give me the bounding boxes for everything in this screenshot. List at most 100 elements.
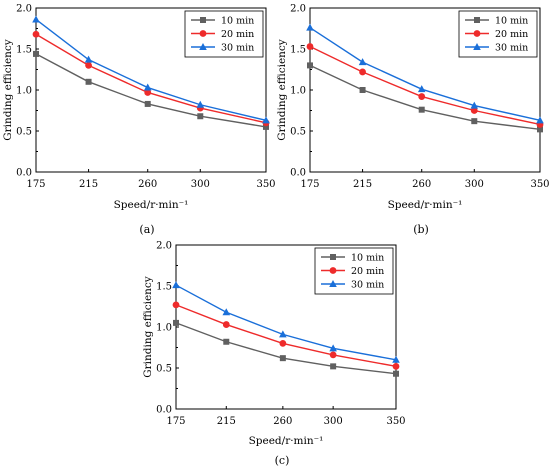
legend-entry: 30 min — [221, 43, 254, 54]
data-point — [393, 370, 399, 377]
legend-entry: 30 min — [495, 43, 528, 54]
x-tick-label: 175 — [300, 179, 319, 190]
x-axis-title: Speed/r·min⁻¹ — [114, 199, 189, 211]
y-tick-label: 1.0 — [156, 323, 172, 334]
x-tick-label: 350 — [386, 416, 405, 427]
data-point — [223, 338, 230, 345]
data-point — [196, 100, 205, 108]
x-tick-label: 350 — [530, 179, 549, 190]
panel-label: (b) — [413, 223, 429, 236]
x-tick-label: 215 — [79, 179, 98, 190]
series-line — [175, 322, 397, 375]
data-point — [143, 83, 152, 91]
legend-entry: 30 min — [351, 280, 384, 291]
data-point — [279, 355, 286, 362]
data-point — [222, 321, 230, 328]
x-axis-title: Speed/r·min⁻¹ — [388, 199, 463, 211]
x-tick-label: 300 — [191, 179, 210, 190]
data-point — [306, 23, 314, 31]
data-point — [85, 62, 92, 69]
y-axis-title: Grinding efficiency — [2, 39, 14, 141]
y-tick-label: 0.5 — [16, 127, 32, 138]
series-line — [175, 284, 397, 361]
data-point — [392, 362, 400, 370]
legend-marker — [473, 43, 481, 50]
y-tick-label: 0.0 — [156, 405, 172, 416]
x-tick-label: 215 — [217, 416, 236, 427]
series-10-min — [173, 319, 399, 377]
data-point — [279, 340, 287, 347]
legend-entry: 20 min — [221, 29, 254, 40]
data-point — [33, 50, 39, 57]
x-tick-label: 260 — [273, 416, 292, 427]
legend-marker — [200, 17, 206, 23]
data-point — [222, 308, 231, 316]
data-point — [392, 355, 400, 363]
y-tick-label: 2.0 — [290, 4, 306, 15]
data-point — [32, 30, 40, 38]
y-tick-label: 2.0 — [16, 4, 32, 15]
series-10-min — [307, 62, 543, 133]
data-point — [173, 319, 179, 326]
data-point — [358, 58, 367, 66]
legend-marker — [329, 280, 337, 287]
data-point — [470, 107, 478, 114]
series-20-min — [172, 301, 400, 370]
data-point — [329, 344, 337, 352]
legend-entry: 10 min — [221, 16, 254, 27]
chart-panel-2: 0.0 0.5 1.0 1.5 2.0 175 215 260 300 350 Speed/r·mi… — [276, 4, 550, 237]
data-point — [418, 93, 426, 100]
data-point — [418, 106, 425, 113]
data-point — [330, 363, 337, 370]
y-tick-label: 2.0 — [156, 241, 172, 252]
x-tick-label: 260 — [412, 179, 431, 190]
y-tick-label: 0.5 — [290, 127, 306, 138]
data-point — [329, 351, 337, 359]
y-tick-label: 0.0 — [290, 168, 306, 179]
chart-panel-3: 0.0 0.5 1.0 1.5 2.0 175 215 260 300 350 Speed/r·mi… — [142, 241, 406, 468]
data-point — [85, 78, 92, 85]
data-point — [471, 118, 478, 125]
data-point — [197, 113, 204, 120]
y-axis-title: Grinding efficiency — [276, 39, 288, 141]
legend-entry: 10 min — [495, 16, 528, 27]
data-point — [262, 116, 270, 124]
series-30-min — [32, 15, 270, 124]
x-tick-label: 350 — [256, 179, 275, 190]
panel-label: (a) — [139, 223, 154, 236]
y-tick-label: 1.5 — [16, 45, 32, 56]
y-tick-label: 1.5 — [156, 282, 172, 293]
data-point — [536, 116, 544, 124]
x-tick-label: 175 — [166, 416, 185, 427]
data-point — [359, 87, 366, 93]
series-10-min — [33, 50, 269, 130]
series-30-min — [172, 281, 400, 363]
x-tick-label: 300 — [465, 179, 484, 190]
series-30-min — [306, 23, 544, 124]
data-point — [144, 89, 152, 96]
data-point — [307, 62, 313, 69]
y-tick-label: 0.0 — [16, 168, 32, 179]
data-point — [144, 100, 151, 107]
x-tick-label: 300 — [324, 416, 343, 427]
legend-marker — [199, 43, 207, 50]
legend-marker — [473, 30, 481, 37]
y-tick-label: 1.0 — [290, 86, 306, 97]
y-tick-label: 1.0 — [16, 86, 32, 97]
x-axis-title: Speed/r·min⁻¹ — [249, 435, 324, 447]
data-point — [279, 330, 287, 338]
legend: 10 min 20 min 30 min — [314, 247, 394, 295]
data-point — [306, 43, 314, 50]
chart-panel-1: 0.0 0.5 1.0 1.5 2.0 175 215 260 300 350 Speed/r·mi… — [2, 4, 276, 237]
legend-marker — [474, 17, 480, 23]
x-tick-label: 175 — [26, 179, 45, 190]
data-point — [417, 85, 426, 93]
data-point — [359, 68, 366, 76]
data-point — [172, 281, 180, 289]
legend-entry: 20 min — [495, 29, 528, 40]
panel-label: (c) — [275, 454, 290, 467]
data-point — [172, 301, 180, 309]
x-tick-label: 260 — [138, 179, 157, 190]
legend: 10 min 20 min 30 min — [184, 10, 264, 58]
